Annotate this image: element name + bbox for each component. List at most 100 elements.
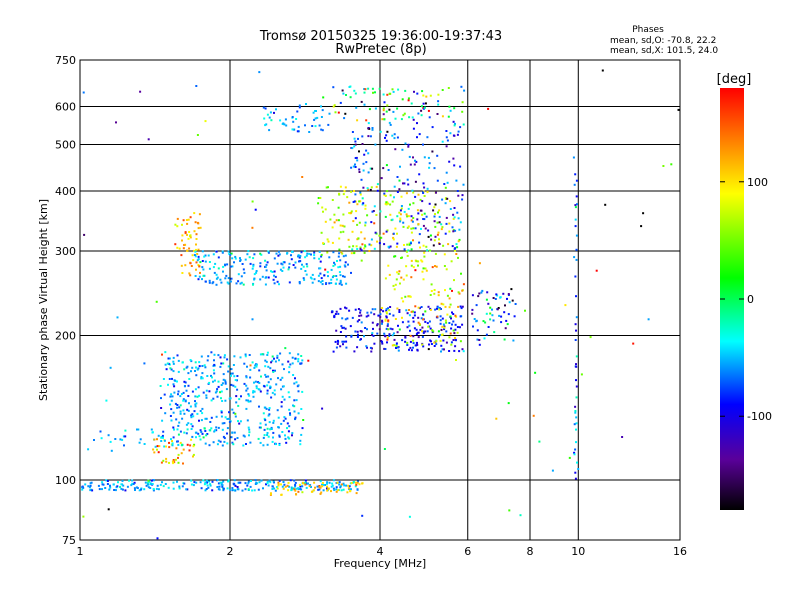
echo-point xyxy=(207,486,210,489)
echo-point xyxy=(328,282,331,285)
echo-point xyxy=(363,91,366,94)
echo-point xyxy=(199,261,202,264)
echo-point xyxy=(258,71,261,74)
echo-point xyxy=(373,342,376,345)
echo-point xyxy=(219,440,222,443)
echo-point xyxy=(197,367,200,370)
echo-point xyxy=(187,422,190,425)
echo-point xyxy=(188,247,191,250)
echo-point xyxy=(407,320,410,323)
echo-point xyxy=(396,232,398,235)
echo-point xyxy=(334,313,337,315)
echo-point xyxy=(407,249,410,252)
echo-point xyxy=(420,317,423,320)
echo-point xyxy=(197,222,200,225)
echo-point xyxy=(266,351,269,354)
echo-point xyxy=(420,259,423,262)
echo-point xyxy=(291,434,293,437)
echo-point xyxy=(196,259,199,262)
echo-point xyxy=(294,377,296,380)
echo-point xyxy=(282,481,285,483)
echo-point xyxy=(152,448,155,451)
echo-point xyxy=(280,483,282,486)
echo-point xyxy=(271,271,274,273)
echo-point xyxy=(354,308,357,311)
echo-point xyxy=(398,179,401,182)
echo-point xyxy=(350,488,352,491)
echo-point xyxy=(284,485,287,488)
echo-point xyxy=(449,332,452,335)
echo-point xyxy=(260,426,262,429)
echo-point xyxy=(483,337,486,340)
echo-point xyxy=(412,266,415,269)
echo-point xyxy=(405,192,408,195)
echo-point xyxy=(453,279,455,282)
echo-point xyxy=(237,273,240,276)
echo-point xyxy=(432,209,435,212)
echo-point xyxy=(265,360,268,363)
echo-point xyxy=(190,438,193,441)
echo-point xyxy=(83,233,86,236)
echo-point xyxy=(343,484,346,487)
echo-point xyxy=(253,489,256,492)
echo-point xyxy=(190,483,193,486)
echo-point xyxy=(429,249,431,252)
echo-point xyxy=(266,354,269,356)
echo-point xyxy=(425,269,428,272)
echo-point xyxy=(364,221,367,224)
echo-point xyxy=(172,462,175,465)
echo-point xyxy=(399,219,402,222)
echo-point xyxy=(438,307,441,310)
echo-point xyxy=(203,255,206,258)
echo-point xyxy=(393,255,396,258)
echo-point xyxy=(399,220,402,223)
echo-point xyxy=(574,225,577,228)
echo-point xyxy=(233,261,235,264)
echo-point xyxy=(318,267,321,270)
echo-point xyxy=(254,479,257,482)
echo-point xyxy=(213,379,216,382)
echo-point xyxy=(376,240,379,243)
echo-point xyxy=(252,265,255,268)
echo-point xyxy=(262,436,265,439)
echo-point xyxy=(335,346,338,349)
echo-point xyxy=(335,219,338,222)
echo-point xyxy=(401,316,403,319)
echo-point xyxy=(194,370,196,372)
echo-point xyxy=(213,271,216,274)
echo-point xyxy=(300,433,303,436)
echo-point xyxy=(192,259,195,262)
echo-point xyxy=(306,252,309,255)
echo-point xyxy=(455,179,458,182)
echo-point xyxy=(340,325,343,328)
echo-point xyxy=(124,429,127,432)
echo-point xyxy=(273,270,276,273)
echo-point xyxy=(412,342,415,345)
echo-point xyxy=(181,361,184,364)
echo-point xyxy=(209,484,212,487)
echo-point xyxy=(255,271,258,274)
echo-point xyxy=(220,397,222,400)
echo-point xyxy=(263,117,266,120)
echo-point xyxy=(264,406,267,409)
echo-point xyxy=(371,308,374,311)
x-tick-label: 6 xyxy=(464,545,471,558)
echo-point xyxy=(498,314,501,317)
echo-point xyxy=(575,363,577,366)
echo-point xyxy=(228,421,231,423)
echo-point xyxy=(364,327,367,329)
echo-point xyxy=(292,404,294,407)
echo-point xyxy=(647,318,650,321)
echo-point xyxy=(360,231,363,234)
echo-point xyxy=(229,254,232,256)
echo-point xyxy=(352,165,355,168)
echo-point xyxy=(178,485,181,488)
echo-point xyxy=(184,399,187,402)
echo-point xyxy=(222,265,225,268)
echo-point xyxy=(387,169,390,171)
echo-point xyxy=(330,282,333,284)
echo-point xyxy=(172,360,175,363)
echo-point xyxy=(239,356,242,359)
echo-point xyxy=(195,243,197,246)
echo-point xyxy=(388,121,391,124)
